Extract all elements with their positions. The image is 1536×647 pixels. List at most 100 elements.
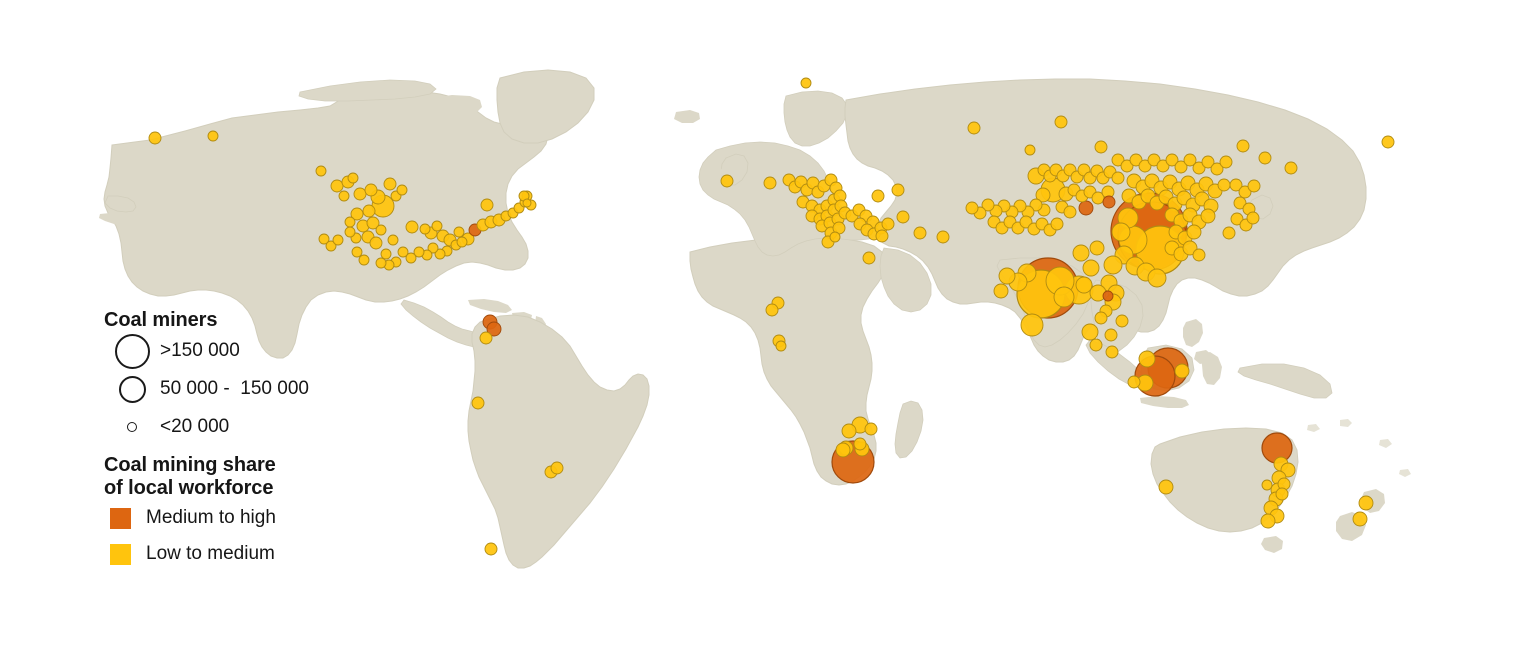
coal-mine-symbol [364, 183, 378, 197]
land-new-guinea [1237, 363, 1333, 399]
coal-mine-symbol [720, 174, 734, 188]
coal-mine-symbol [1210, 162, 1224, 176]
legend-color-row-low: Low to medium [104, 536, 404, 572]
coal-mine-symbol [1094, 140, 1108, 154]
land-aleutian-chain [99, 213, 134, 226]
coal-mine-symbol [344, 216, 356, 228]
coal-mine-symbol [936, 230, 950, 244]
legend-circle-large-slot [104, 333, 160, 369]
coal-mine-symbol [993, 283, 1009, 299]
coal-mine-symbol [1024, 144, 1036, 156]
coal-mine-symbol [362, 204, 376, 218]
coal-mine-symbol [1120, 159, 1134, 173]
coal-mine-symbol [1284, 161, 1298, 175]
coal-mine-symbol [1078, 200, 1094, 216]
coal-mine-symbol [896, 210, 910, 224]
coal-mine-symbol [1165, 153, 1179, 167]
coal-mine-symbol [1104, 328, 1118, 342]
coal-mine-symbol-layer [148, 77, 1395, 556]
coal-mine-symbol [1217, 178, 1231, 192]
coal-mine-symbol [1102, 290, 1114, 302]
coal-mine-symbol [427, 242, 439, 254]
legend-circle-medium-slot [104, 375, 160, 403]
coal-mine-symbol [522, 198, 532, 208]
coal-mine-symbol [1089, 240, 1105, 256]
coal-mine-symbol [1158, 479, 1174, 495]
coal-mine-symbol [765, 303, 779, 317]
land-sri-lanka [1054, 346, 1068, 360]
coal-mine-symbol [1201, 155, 1215, 169]
legend-circle-small-slot [104, 422, 160, 432]
land-iceland [674, 110, 700, 123]
coal-mine-symbol [881, 217, 895, 231]
coal-mine-symbol [862, 251, 876, 265]
coal-mine-symbol [315, 165, 327, 177]
coal-mine-symbol [1111, 153, 1125, 167]
coal-mine-symbol [453, 226, 465, 238]
coal-mine-symbol [413, 246, 425, 258]
coal-mine-symbol [456, 236, 468, 248]
coal-mine-symbol [1200, 208, 1216, 224]
coal-mine-symbol [396, 184, 408, 196]
coal-mine-symbol [967, 121, 981, 135]
coal-mine-symbol [1138, 350, 1156, 368]
coal-mine-symbol [1102, 195, 1116, 209]
land-japan-north [1266, 175, 1285, 192]
coal-mine-symbol [841, 423, 857, 439]
coal-mine-symbol [347, 172, 359, 184]
coal-mine-symbol [871, 189, 885, 203]
land-australia [1150, 427, 1299, 533]
land-ireland [707, 166, 723, 180]
coal-mine-symbol [829, 231, 841, 243]
coal-mine-symbol [332, 234, 344, 246]
coal-mine-symbol [1111, 222, 1131, 242]
legend-size-title: Coal miners [104, 309, 218, 331]
land-baffin-island [431, 95, 482, 117]
coal-mine-symbol [1174, 160, 1188, 174]
coal-mine-symbol [1219, 155, 1233, 169]
coal-mine-symbol [835, 442, 851, 458]
coal-mine-symbol [1105, 345, 1119, 359]
legend-color-title: Coal mining share of local workforce [104, 454, 404, 500]
coal-mine-symbol [1247, 179, 1261, 193]
coal-mine-symbol [998, 267, 1016, 285]
coal-mine-symbol [1072, 244, 1090, 262]
legend-size-label-small: <20 000 [160, 416, 230, 437]
coal-mine-symbol [325, 240, 337, 252]
coal-mine-symbol [387, 234, 399, 246]
legend-color-title-line2: of local workforce [104, 477, 274, 499]
legend-color-title-line1: Coal mining share [104, 454, 276, 476]
coal-mine-symbol [1094, 311, 1108, 325]
coal-mine-symbol [550, 461, 564, 475]
coal-mine-symbol [380, 248, 392, 260]
coal-mine-symbol [338, 190, 350, 202]
coal-mine-symbol [1127, 375, 1141, 389]
coal-mine-symbol [763, 176, 777, 190]
legend-size-row-medium: 50 000 - 150 000 [104, 370, 404, 408]
coal-mine-symbol [1082, 259, 1100, 277]
coal-mine-symbol [1222, 226, 1236, 240]
coal-mine-symbol [1129, 153, 1143, 167]
legend-color-row-high: Medium to high [104, 500, 404, 536]
coal-mine-symbol [1103, 255, 1123, 275]
coal-mine-symbol [1192, 161, 1206, 175]
coal-mine-symbol [1020, 313, 1044, 337]
coal-mine-symbol [1238, 185, 1252, 199]
coal-mine-symbol [1115, 314, 1129, 328]
legend-size-row-large: >150 000 [104, 332, 404, 370]
coal-mine-symbol [318, 233, 330, 245]
coal-mine-symbol [486, 321, 502, 337]
coal-mine-symbol [1246, 211, 1260, 225]
coal-mine-symbol [1081, 323, 1099, 341]
coal-mine-symbol [484, 542, 498, 556]
coal-mine-symbol [1192, 248, 1206, 262]
legend-color-label-low: Low to medium [146, 543, 275, 564]
coal-mine-symbol [1053, 286, 1075, 308]
land-greenland [496, 69, 595, 144]
land-sulawesi [1200, 352, 1222, 385]
coal-mine-symbol [1183, 153, 1197, 167]
coal-mine-symbol [419, 223, 431, 235]
coal-mine-symbol [405, 220, 419, 234]
coal-mine-symbol [207, 130, 219, 142]
